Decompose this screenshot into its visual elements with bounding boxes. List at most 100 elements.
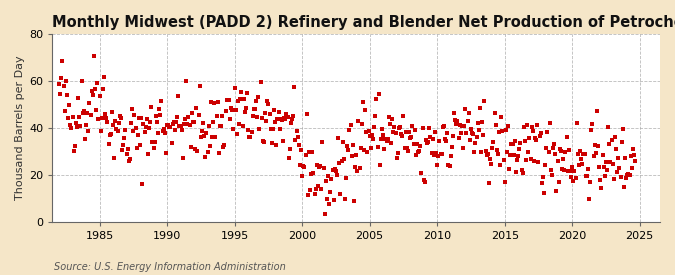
Point (207, 135, 217, 139)
Point (446, 145, 457, 149)
Point (196, 129, 207, 133)
Point (473, 128, 484, 132)
Point (97, 116, 107, 120)
Point (120, 127, 131, 132)
Point (605, 160, 616, 164)
Point (594, 165, 605, 170)
Point (238, 97, 249, 101)
Point (132, 133, 143, 137)
Point (348, 143, 358, 147)
Point (497, 128, 508, 133)
Point (267, 141, 277, 145)
Point (463, 111, 474, 115)
Point (537, 180, 547, 185)
Point (56, 76, 67, 81)
Point (91, 108, 102, 112)
Point (446, 154, 456, 158)
Point (421, 138, 431, 143)
Point (441, 139, 452, 144)
Point (502, 150, 512, 154)
Point (71, 121, 82, 125)
Point (336, 159, 347, 163)
Point (358, 100, 369, 104)
Point (122, 147, 133, 151)
Point (589, 143, 600, 148)
Point (572, 152, 583, 156)
Point (208, 120, 219, 125)
Point (622, 173, 632, 177)
Point (532, 123, 543, 127)
Point (437, 125, 448, 129)
Point (404, 130, 414, 134)
Point (124, 159, 134, 163)
Point (142, 152, 153, 156)
Point (621, 176, 632, 181)
Point (567, 165, 578, 169)
Point (529, 159, 539, 163)
Point (614, 166, 625, 170)
Point (228, 127, 239, 131)
Point (338, 140, 348, 144)
Point (488, 140, 499, 144)
Point (407, 124, 418, 128)
Point (72, 125, 82, 129)
Point (309, 192, 320, 196)
Point (115, 116, 126, 120)
Point (510, 139, 520, 143)
Point (387, 117, 398, 121)
Point (533, 160, 544, 165)
Point (301, 112, 312, 117)
Point (211, 114, 222, 118)
Point (203, 124, 214, 128)
Point (505, 153, 516, 157)
Point (235, 97, 246, 102)
Point (255, 80, 266, 84)
Point (604, 142, 615, 146)
Point (90, 87, 101, 92)
Point (161, 151, 171, 155)
Point (280, 116, 291, 121)
Point (360, 108, 371, 112)
Point (281, 111, 292, 116)
Point (286, 121, 296, 125)
Point (460, 106, 470, 111)
Point (299, 165, 310, 170)
Point (100, 112, 111, 116)
Point (596, 186, 607, 191)
Point (496, 114, 507, 119)
Point (190, 147, 200, 151)
Point (432, 163, 443, 167)
Point (409, 127, 420, 132)
Point (385, 122, 396, 127)
Point (606, 138, 617, 142)
Point (392, 156, 402, 160)
Point (103, 142, 114, 146)
Point (424, 126, 435, 130)
Point (250, 99, 261, 103)
Point (540, 163, 551, 167)
Point (329, 167, 340, 172)
Point (382, 136, 393, 141)
Point (298, 164, 308, 168)
Point (435, 151, 446, 156)
Point (240, 109, 250, 114)
Point (81, 123, 92, 127)
Point (269, 108, 279, 113)
Point (554, 147, 565, 151)
Point (243, 127, 254, 132)
Point (375, 163, 385, 167)
Point (581, 174, 592, 178)
Point (244, 135, 254, 139)
Point (552, 159, 563, 163)
Point (371, 97, 382, 102)
Point (333, 135, 344, 140)
Point (524, 136, 535, 140)
Point (291, 129, 302, 133)
Point (331, 169, 342, 173)
Point (270, 120, 281, 124)
Point (151, 114, 161, 119)
Point (180, 116, 190, 121)
Point (466, 127, 477, 131)
Point (152, 120, 163, 125)
Point (469, 150, 480, 155)
